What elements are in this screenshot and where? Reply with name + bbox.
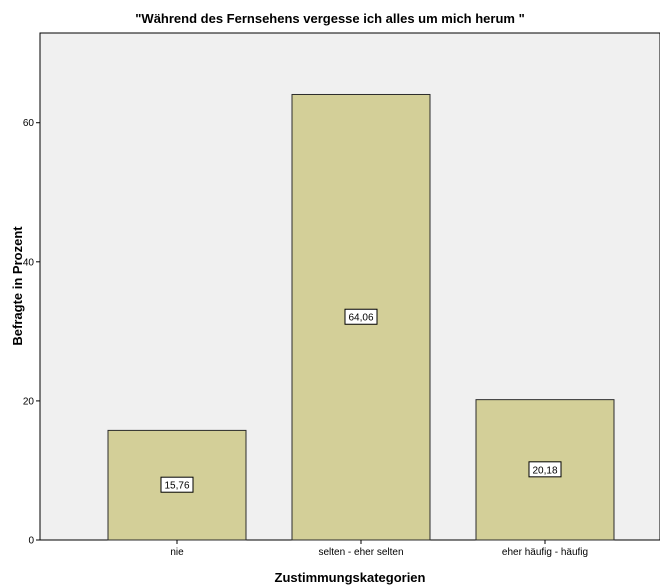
y-axis-label: Befragte in Prozent bbox=[10, 226, 25, 346]
data-label-box-0 bbox=[160, 476, 194, 493]
chart-title: "Während des Fernsehens vergesse ich all… bbox=[135, 11, 524, 26]
x-axis-label: Zustimmungskategorien bbox=[275, 570, 426, 585]
x-tick-label-0: nie bbox=[170, 547, 184, 558]
x-tick-label-1: selten - eher selten bbox=[318, 547, 403, 558]
data-label-box-1 bbox=[344, 308, 378, 325]
data-label-box-2 bbox=[528, 461, 562, 478]
data-label-0: 15,76 bbox=[164, 481, 189, 492]
y-tick-label-1: 20 bbox=[23, 396, 35, 407]
y-tick-label-0: 0 bbox=[28, 536, 34, 547]
data-label-2: 20,18 bbox=[532, 465, 557, 476]
x-tick-label-2: eher häufig - häufig bbox=[502, 547, 588, 558]
y-tick-label-3: 60 bbox=[23, 118, 35, 129]
data-label-1: 64,06 bbox=[348, 313, 373, 324]
y-tick-label-2: 40 bbox=[23, 257, 35, 268]
